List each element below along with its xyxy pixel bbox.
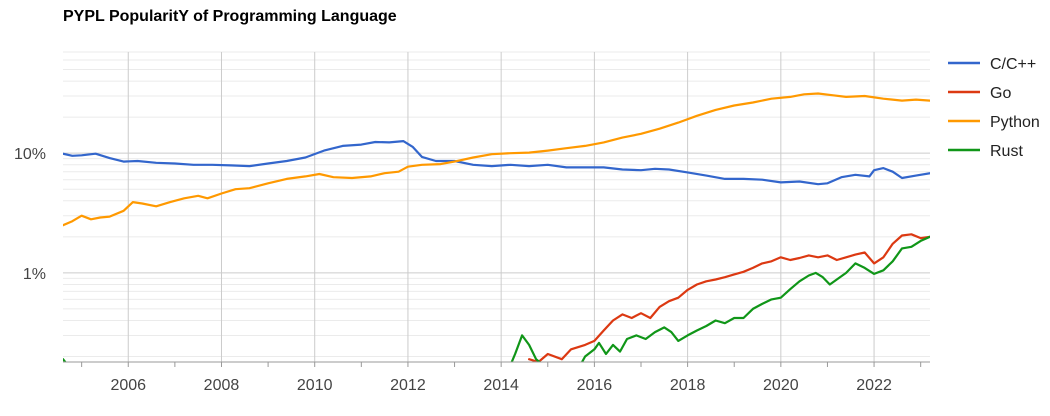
x-tick-label: 2020 xyxy=(763,377,799,394)
legend-label-c-c-: C/C++ xyxy=(990,56,1036,73)
series-line-c-c- xyxy=(63,140,930,186)
x-tick-label: 2022 xyxy=(856,377,892,394)
grid-layer xyxy=(63,51,930,362)
x-tick-label: 2010 xyxy=(297,377,333,394)
x-tick-label: 2018 xyxy=(670,377,706,394)
y-tick-label: 10% xyxy=(14,146,46,163)
legend: C/C++ Go Python Rust xyxy=(948,56,1040,160)
y-tick-label: 1% xyxy=(23,266,46,283)
series-line-rust xyxy=(510,334,542,362)
series-line-python xyxy=(63,92,930,227)
legend-label-rust: Rust xyxy=(990,143,1023,160)
x-tick-label: 2014 xyxy=(483,377,519,394)
x-tick-label: 2008 xyxy=(204,377,240,394)
legend-label-python: Python xyxy=(990,114,1040,131)
x-tick-label: 2016 xyxy=(577,377,613,394)
series-line-rust xyxy=(580,235,930,362)
chart-title: PYPL PopularitY of Programming Language xyxy=(63,8,397,25)
x-tick-label: 2012 xyxy=(390,377,426,394)
series-line-rust xyxy=(63,358,67,362)
series-line-go xyxy=(528,233,930,362)
x-tick-label: 2006 xyxy=(110,377,146,394)
axis-layer: 2006 2008 2010 2012 2014 2016 2018 2020 2022 1% 10… xyxy=(14,146,930,394)
legend-label-go: Go xyxy=(990,85,1011,102)
series-layer xyxy=(63,92,930,362)
